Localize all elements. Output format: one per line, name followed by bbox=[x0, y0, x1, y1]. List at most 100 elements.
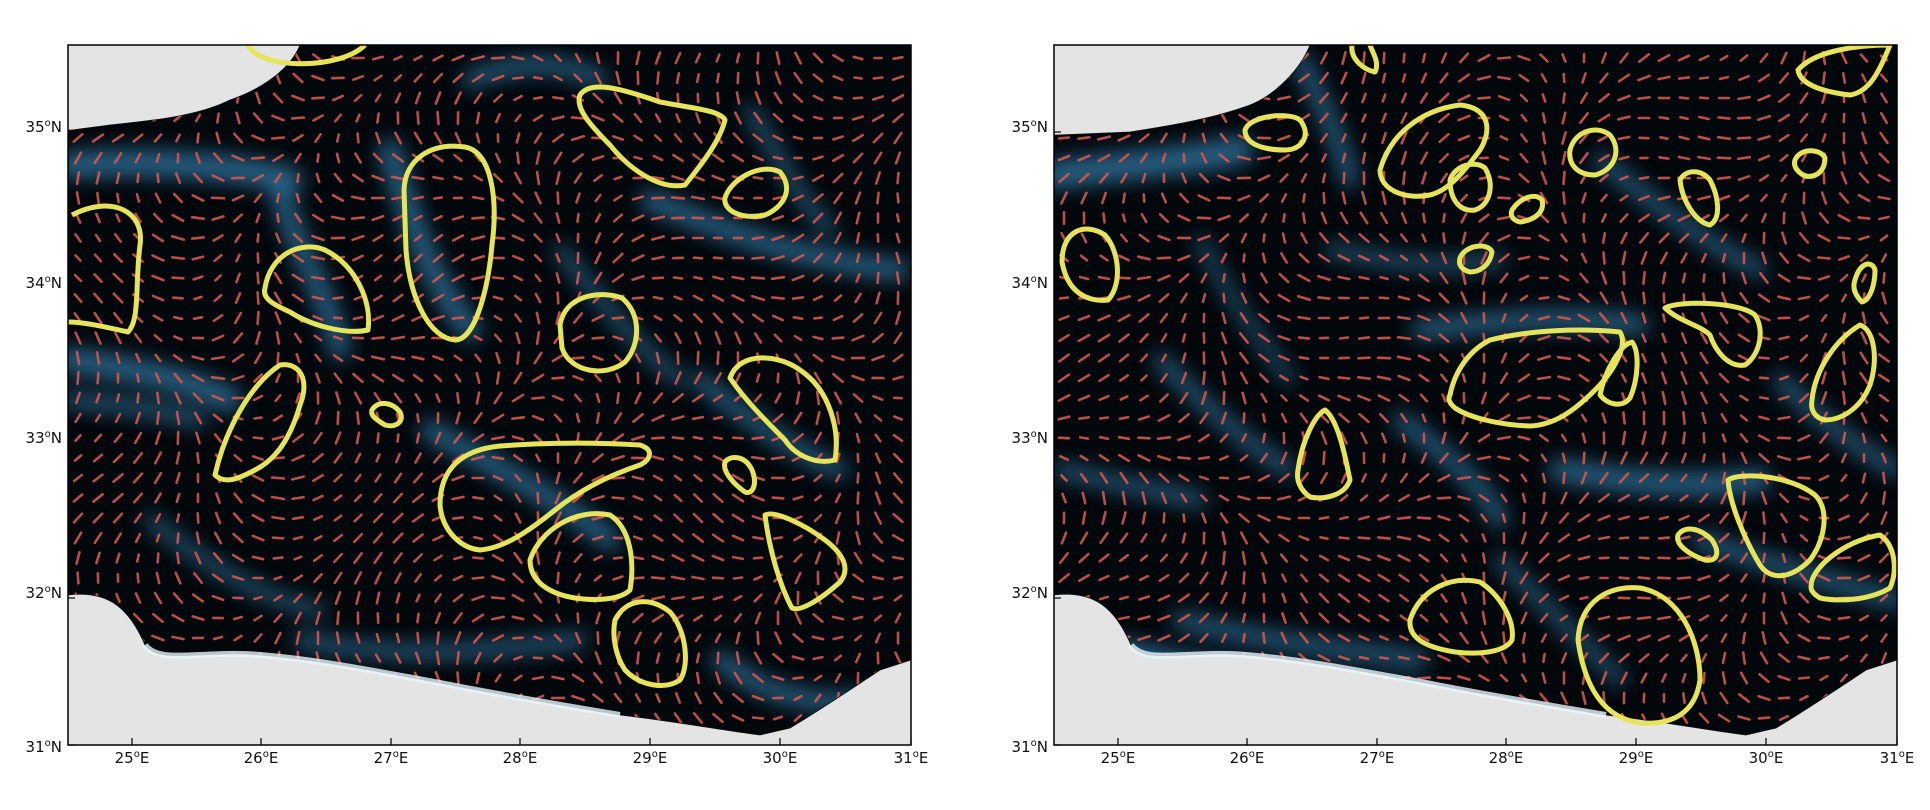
current-vector bbox=[1781, 231, 1787, 245]
current-vector bbox=[614, 671, 622, 685]
current-vector bbox=[1482, 571, 1486, 585]
current-vector bbox=[1178, 572, 1190, 584]
current-vector bbox=[692, 614, 704, 622]
current-vector bbox=[1538, 593, 1550, 603]
current-vector bbox=[1381, 72, 1387, 84]
current-vector bbox=[1758, 174, 1770, 182]
current-vector bbox=[1681, 672, 1687, 684]
current-vector bbox=[94, 413, 102, 423]
current-vector bbox=[1799, 534, 1809, 542]
current-vector bbox=[1156, 256, 1172, 260]
current-vector bbox=[1539, 53, 1549, 63]
current-vector bbox=[756, 630, 760, 646]
eddy-contour bbox=[369, 401, 404, 429]
current-vector bbox=[1281, 612, 1287, 624]
current-vector bbox=[1718, 372, 1730, 384]
current-vector bbox=[1861, 73, 1867, 83]
current-vector bbox=[1097, 314, 1111, 322]
current-vector bbox=[651, 455, 665, 461]
current-vector bbox=[412, 553, 424, 563]
current-vector bbox=[732, 576, 744, 580]
current-vector bbox=[551, 675, 565, 681]
current-vector bbox=[771, 675, 785, 681]
current-vector bbox=[272, 556, 284, 560]
current-vector bbox=[1159, 393, 1169, 403]
current-vector bbox=[712, 595, 724, 601]
current-vector bbox=[1618, 536, 1630, 540]
current-vector bbox=[1579, 152, 1589, 164]
current-vector bbox=[1678, 514, 1690, 522]
current-vector bbox=[1601, 213, 1607, 223]
eddy-contour bbox=[727, 355, 839, 464]
current-vector bbox=[774, 392, 782, 404]
current-vector bbox=[515, 132, 521, 144]
current-vector bbox=[876, 271, 880, 285]
x-tick-label: 25oE bbox=[115, 749, 150, 767]
current-vector bbox=[791, 213, 805, 223]
current-vector bbox=[1461, 553, 1467, 563]
current-vector bbox=[1578, 373, 1590, 383]
current-vector bbox=[1477, 475, 1491, 481]
current-vector bbox=[532, 114, 544, 122]
current-vector bbox=[1740, 451, 1748, 465]
current-vector bbox=[253, 373, 264, 383]
current-vector bbox=[896, 192, 900, 204]
current-vector bbox=[1599, 173, 1609, 183]
current-vector bbox=[1759, 271, 1769, 285]
current-vector bbox=[74, 412, 82, 424]
current-vector bbox=[1681, 272, 1687, 284]
current-vector bbox=[1297, 93, 1311, 103]
current-vector bbox=[115, 213, 121, 223]
current-vector bbox=[233, 492, 243, 504]
current-vector bbox=[494, 673, 502, 683]
current-vector bbox=[1480, 391, 1488, 405]
current-vector bbox=[1702, 273, 1706, 283]
current-vector bbox=[1680, 371, 1688, 385]
current-vector bbox=[1641, 430, 1647, 446]
current-vector bbox=[472, 535, 484, 541]
eddy-contour bbox=[1349, 45, 1380, 75]
current-vector bbox=[1281, 592, 1287, 604]
current-vector bbox=[1678, 634, 1690, 642]
current-vector bbox=[834, 511, 842, 525]
current-vector bbox=[1878, 215, 1890, 221]
current-vector bbox=[895, 251, 901, 265]
current-vector bbox=[651, 175, 665, 181]
current-vector bbox=[1356, 375, 1372, 381]
eddy-contour bbox=[1795, 45, 1893, 98]
current-vector bbox=[310, 96, 326, 100]
current-vector bbox=[394, 452, 402, 464]
current-vector bbox=[852, 615, 864, 621]
current-vector bbox=[391, 373, 405, 383]
current-vector bbox=[893, 594, 903, 602]
current-vector bbox=[1218, 494, 1230, 502]
current-vector bbox=[1738, 374, 1750, 382]
current-vector bbox=[1478, 493, 1490, 503]
current-vector bbox=[1297, 315, 1311, 321]
current-vector bbox=[434, 593, 442, 603]
current-vector bbox=[1420, 72, 1428, 84]
current-vector bbox=[612, 113, 624, 123]
current-vector bbox=[1097, 333, 1111, 343]
current-vector bbox=[1140, 374, 1148, 382]
current-vector bbox=[1881, 490, 1887, 506]
current-vector bbox=[834, 273, 842, 283]
current-vector bbox=[1517, 394, 1531, 402]
current-vector bbox=[414, 651, 422, 665]
current-vector bbox=[1582, 232, 1586, 244]
current-vector bbox=[1580, 413, 1588, 423]
current-vector bbox=[1820, 191, 1828, 205]
current-vector bbox=[554, 491, 562, 505]
current-vector bbox=[373, 274, 383, 282]
current-vector bbox=[333, 571, 343, 585]
current-vector bbox=[1239, 332, 1249, 344]
current-vector bbox=[212, 234, 224, 242]
current-vector bbox=[1257, 514, 1271, 522]
current-vector bbox=[1262, 233, 1266, 243]
current-vector bbox=[854, 652, 862, 664]
current-vector bbox=[492, 474, 504, 482]
current-vector bbox=[1260, 551, 1268, 565]
current-vector bbox=[271, 536, 285, 540]
current-vector bbox=[1358, 316, 1370, 320]
current-vector bbox=[233, 311, 243, 325]
